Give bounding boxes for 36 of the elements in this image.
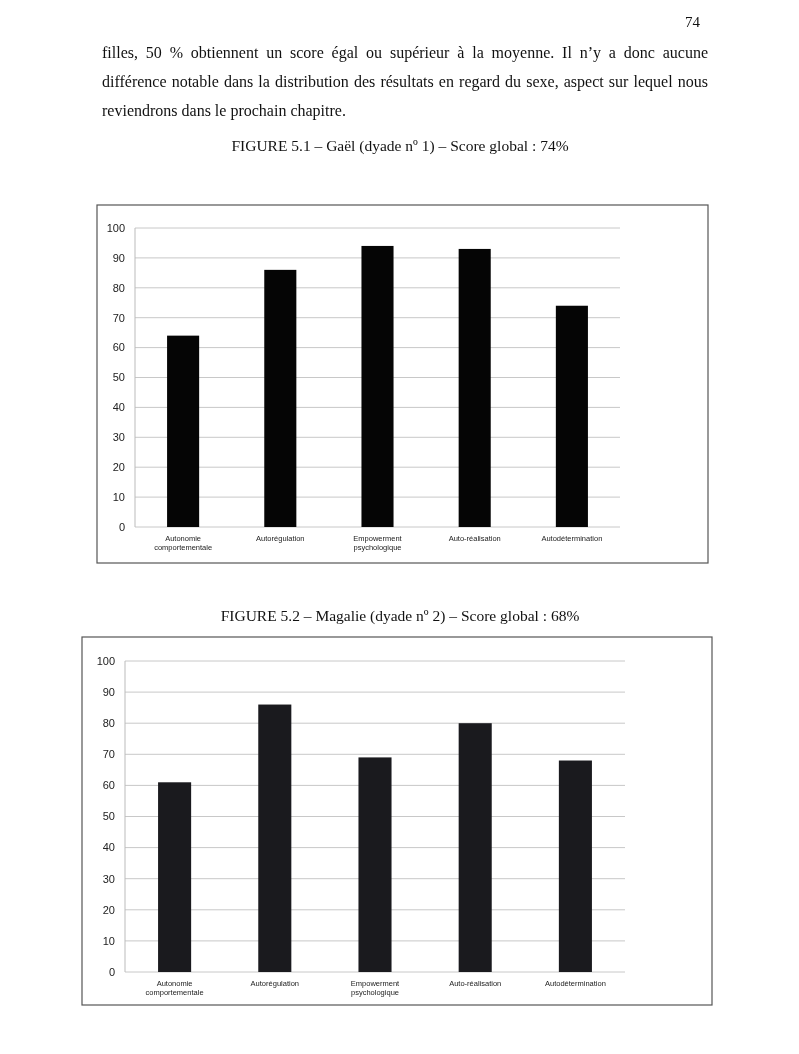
- chart-title: FIGURE 5.1 – Gaël (dyade nº 1) – Score global : 74%: [231, 137, 569, 155]
- bar: [264, 269, 297, 527]
- y-tick-label: 80: [102, 717, 115, 730]
- y-tick-label: 10: [102, 934, 115, 947]
- y-tick-label: 20: [112, 461, 125, 474]
- y-tick-label: 20: [102, 903, 115, 916]
- bar: [458, 248, 491, 527]
- y-tick-label: 0: [108, 965, 115, 978]
- y-tick-label: 50: [102, 810, 115, 823]
- y-tick-label: 30: [102, 872, 115, 885]
- bar: [358, 757, 392, 972]
- y-tick-label: 10: [112, 490, 125, 503]
- y-tick-label: 60: [112, 341, 125, 354]
- y-tick-label: 100: [96, 654, 115, 667]
- y-tick-label: 50: [112, 371, 125, 384]
- chart-title: FIGURE 5.2 – Magalie (dyade nº 2) – Score global : 68%: [220, 607, 580, 625]
- y-tick-label: 100: [106, 221, 125, 234]
- y-tick-label: 70: [102, 748, 115, 761]
- y-tick-label: 30: [112, 431, 125, 444]
- bar: [158, 782, 192, 972]
- text: filles, 50 % obtiennent un score égal ou supérieur à la moyenne. Il n’y a donc aucune différence notable dans la distribution des résultats en regard du sexe, aspect sur lequel nous reviendrons dans le prochain chapitre.: [102, 43, 708, 122]
- bar: [167, 335, 200, 527]
- y-tick-label: 40: [102, 841, 115, 854]
- bar: [458, 723, 492, 972]
- bar: [258, 704, 292, 972]
- y-tick-label: 80: [112, 281, 125, 294]
- bar: [558, 760, 592, 972]
- text: 74: [685, 14, 700, 31]
- y-tick-label: 90: [102, 685, 115, 698]
- bar: [361, 245, 394, 527]
- y-tick-label: 70: [112, 311, 125, 324]
- y-tick-label: 60: [102, 779, 115, 792]
- bar: [555, 305, 588, 527]
- y-tick-label: 90: [112, 251, 125, 264]
- y-tick-label: 0: [118, 520, 125, 533]
- y-tick-label: 40: [112, 401, 125, 414]
